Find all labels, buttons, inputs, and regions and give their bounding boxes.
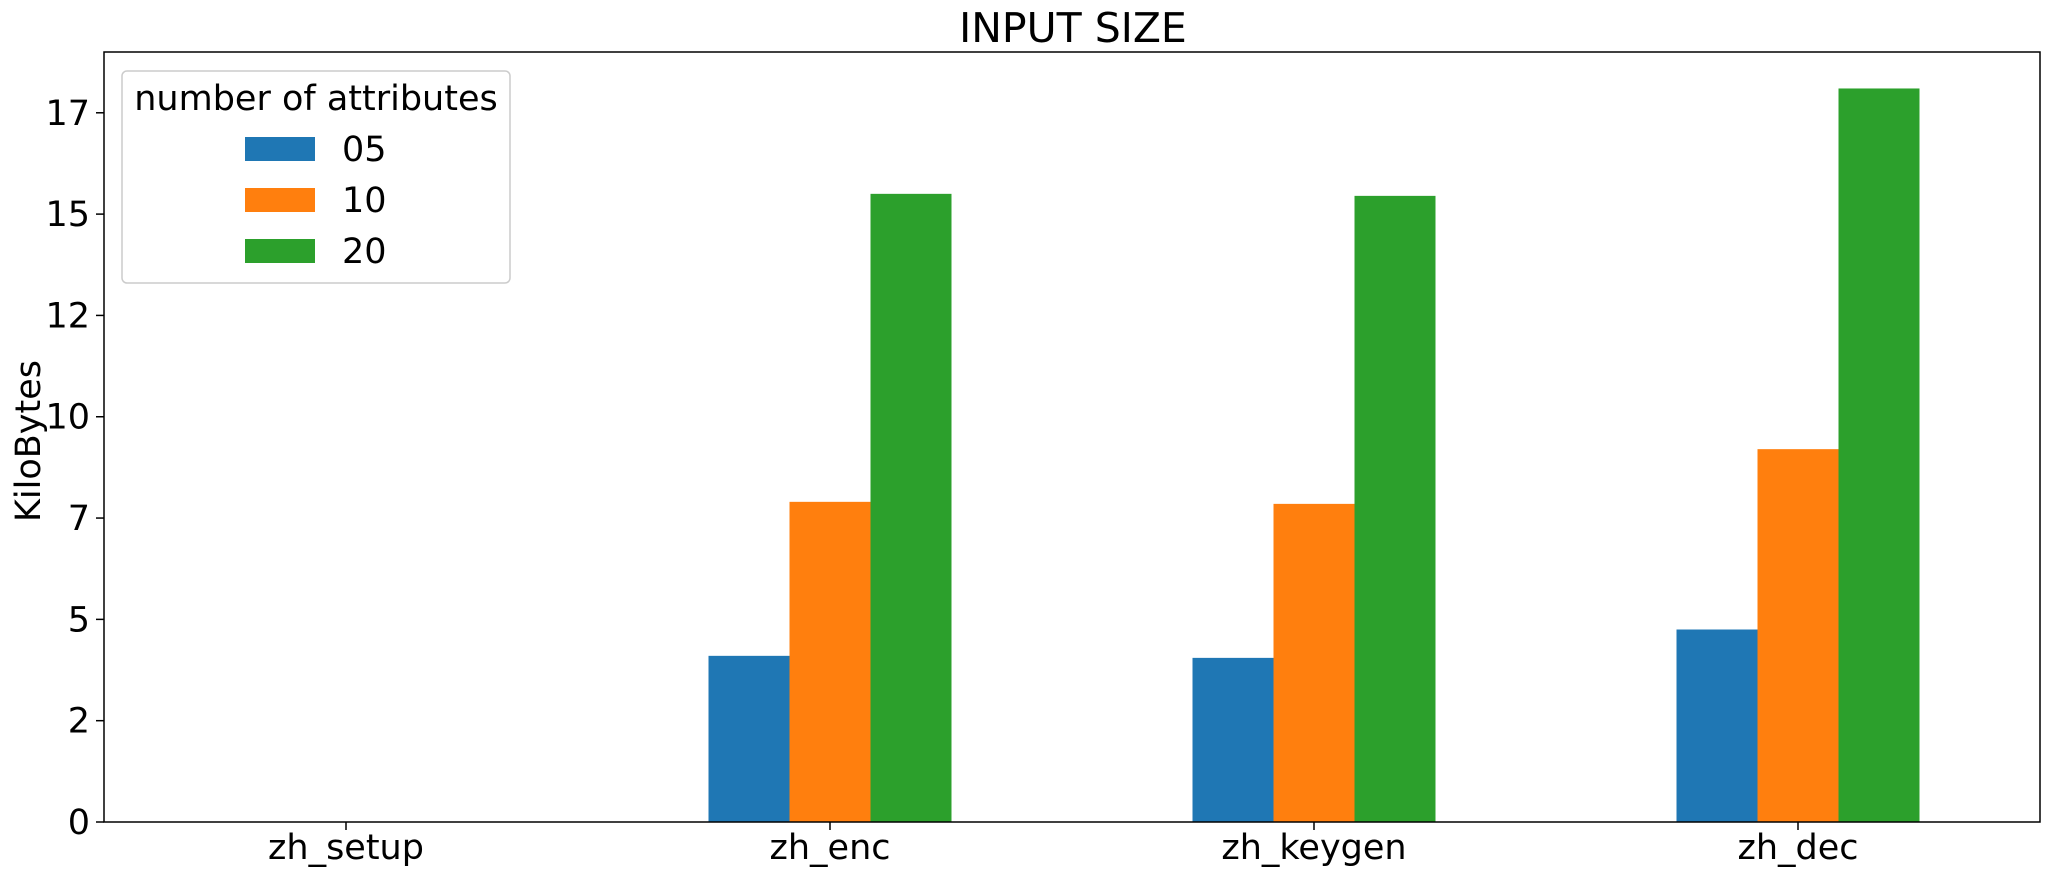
legend-swatch-05 (245, 137, 315, 161)
bar-zh_enc-10 (789, 501, 871, 822)
bar-zh_enc-05 (708, 655, 790, 822)
x-tick-label: zh_dec (1737, 828, 1858, 868)
y-tick-label: 5 (68, 600, 90, 640)
chart-title: INPUT SIZE (959, 4, 1187, 52)
legend-label-20: 20 (342, 232, 387, 272)
x-tick-label: zh_keygen (1221, 828, 1406, 868)
legend-box (121, 70, 511, 284)
y-tick-label: 17 (45, 94, 90, 134)
y-tick-label: 2 (68, 702, 90, 742)
bars-layer (708, 88, 1920, 823)
legend-label-05: 05 (342, 130, 387, 170)
bar-zh_dec-10 (1757, 449, 1839, 822)
bar-zh_dec-05 (1676, 629, 1758, 822)
bar-zh_enc-20 (870, 193, 952, 822)
legend-swatch-20 (245, 239, 315, 263)
y-tick-label: 15 (45, 195, 90, 235)
plot-area-frame (103, 51, 2041, 823)
x-axis-ticks: zh_setup zh_enc zh_keygen zh_dec (268, 822, 1859, 868)
x-tick-label: zh_setup (268, 828, 424, 868)
x-tick-label: zh_enc (769, 828, 890, 868)
legend-label-10: 10 (342, 181, 387, 221)
legend: number of attributes 05 10 20 (121, 70, 511, 284)
y-axis-ticks: 0 2 5 7 10 12 15 17 (45, 94, 104, 843)
bar-zh_dec-20 (1838, 88, 1920, 822)
legend-swatch-10 (245, 188, 315, 212)
legend-title: number of attributes (134, 79, 497, 119)
bar-zh_keygen-05 (1192, 657, 1274, 822)
bar-zh_keygen-20 (1354, 195, 1436, 823)
y-tick-label: 7 (68, 499, 90, 539)
y-axis-label: KiloBytes (9, 360, 49, 522)
y-tick-label: 0 (68, 803, 90, 843)
y-tick-label: 10 (45, 398, 90, 438)
bar-zh_keygen-10 (1273, 503, 1355, 822)
y-tick-label: 12 (45, 296, 90, 336)
